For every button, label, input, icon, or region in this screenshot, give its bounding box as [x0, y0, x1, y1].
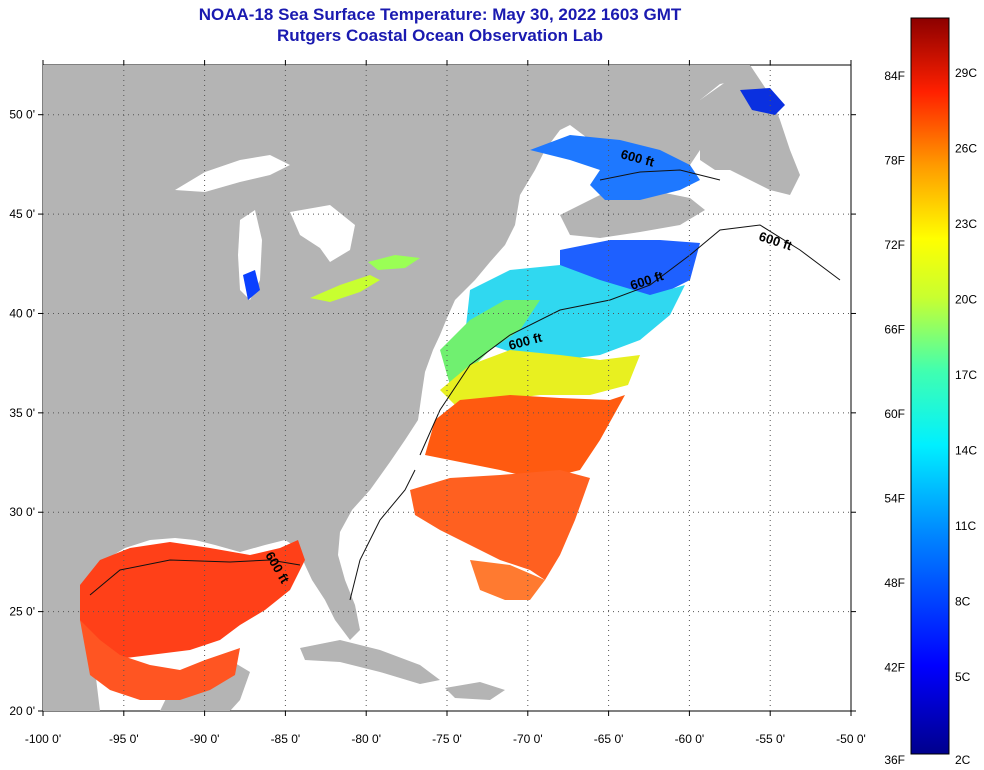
x-tick-label: -90 0'	[190, 732, 220, 746]
x-tick-label: -50 0'	[836, 732, 866, 746]
sst-gulf-st-lawrence	[530, 135, 700, 200]
x-axis: -100 0' -95 0' -90 0' -85 0' -80 0' -75 0' -70…	[25, 60, 866, 746]
colorbar-label-c: 2C	[955, 753, 971, 767]
lake-huron	[290, 205, 355, 262]
y-tick-label: 25 0'	[9, 605, 35, 619]
colorbar-label-c: 8C	[955, 595, 971, 609]
colorbar-celsius-labels: 29C 26C 23C 20C 17C 14C 11C 8C 5C 2C	[955, 66, 977, 767]
colorbar-label-f: 66F	[884, 323, 905, 337]
colorbar-label-c: 17C	[955, 368, 977, 382]
colorbar-label-c: 5C	[955, 670, 971, 684]
sst-gulf-stream	[425, 395, 625, 480]
colorbar-label-c: 14C	[955, 444, 977, 458]
map-title: NOAA-18 Sea Surface Temperature: May 30,…	[198, 5, 682, 24]
colorbar-label-f: 84F	[884, 69, 905, 83]
colorbar-label-c: 20C	[955, 293, 977, 307]
colorbar-label-f: 78F	[884, 154, 905, 168]
x-tick-label: -70 0'	[513, 732, 543, 746]
colorbar-label-c: 11C	[955, 519, 976, 533]
x-tick-label: -75 0'	[432, 732, 462, 746]
y-tick-label: 45 0'	[9, 207, 35, 221]
colorbar-label-f: 48F	[884, 576, 905, 590]
colorbar-label-c: 29C	[955, 66, 977, 80]
colorbar-label-f: 72F	[884, 238, 905, 252]
land-nova-scotia	[560, 188, 705, 238]
isobath-lines	[89, 169, 841, 601]
colorbar-label-c: 26C	[955, 142, 977, 156]
sst-gulf-west	[80, 620, 240, 700]
lake-erie-sst	[310, 275, 380, 302]
x-tick-label: -85 0'	[271, 732, 301, 746]
sst-sargasso	[410, 470, 590, 580]
sst-sargasso-south	[470, 560, 545, 600]
x-tick-label: -80 0'	[351, 732, 381, 746]
land-north-america	[43, 65, 750, 711]
colorbar	[910, 17, 950, 755]
y-tick-label: 50 0'	[9, 108, 35, 122]
map-subtitle: Rutgers Coastal Ocean Observation Lab	[277, 26, 603, 45]
colorbar-label-f: 60F	[884, 407, 905, 421]
sst-gulf-of-mexico	[80, 540, 305, 660]
y-tick-label: 35 0'	[9, 406, 35, 420]
land-maritimes	[700, 65, 800, 195]
land-hispaniola	[445, 682, 505, 700]
x-tick-label: -95 0'	[109, 732, 139, 746]
land-cuba	[300, 640, 440, 684]
colorbar-label-f: 42F	[884, 661, 905, 675]
y-axis: 50 0' 45 0' 40 0' 35 0' 30 0' 25 0' 20 0'	[9, 108, 856, 718]
x-tick-label: -55 0'	[755, 732, 785, 746]
lake-michigan-sst	[243, 270, 260, 300]
y-tick-label: 30 0'	[9, 505, 35, 519]
lake-ontario-sst	[368, 255, 420, 270]
x-tick-label: -60 0'	[675, 732, 705, 746]
y-tick-label: 20 0'	[9, 704, 35, 718]
colorbar-label-f: 54F	[884, 492, 905, 506]
colorbar-label-f: 36F	[884, 753, 905, 767]
lake-superior	[175, 155, 290, 192]
sst-newfoundland	[740, 88, 785, 115]
colorbar-fahrenheit-labels: 84F 78F 72F 66F 60F 54F 48F 42F 36F	[884, 69, 905, 767]
sst-shelf-cyan	[465, 265, 685, 360]
sst-mid-yellow	[440, 350, 640, 410]
x-tick-label: -100 0'	[25, 732, 61, 746]
sst-shelf-green	[440, 300, 540, 385]
y-tick-label: 40 0'	[9, 306, 35, 320]
x-tick-label: -65 0'	[594, 732, 624, 746]
colorbar-label-c: 23C	[955, 217, 977, 231]
